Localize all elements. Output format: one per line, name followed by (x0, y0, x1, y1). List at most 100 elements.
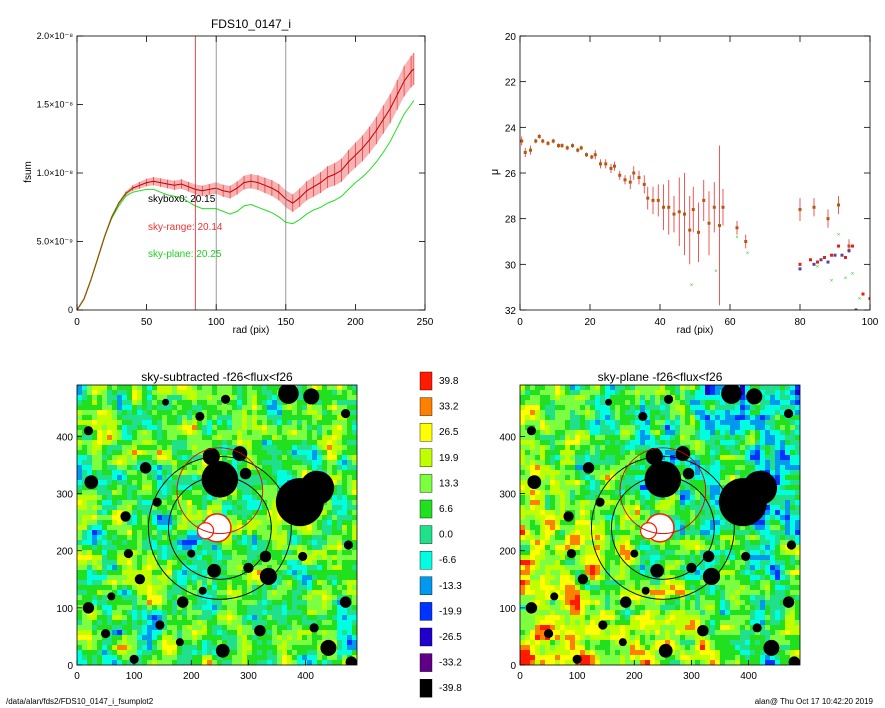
map-cell (152, 635, 158, 641)
map-cell (92, 530, 98, 536)
map-cell (337, 640, 343, 646)
map-cell (117, 605, 123, 611)
map-cell (207, 560, 213, 566)
map-cell (705, 430, 711, 436)
map-cell (107, 495, 113, 501)
map-cell (257, 390, 263, 396)
map-cell (252, 420, 258, 426)
map-cell (337, 535, 343, 541)
map-cell (157, 485, 163, 491)
map-cell (332, 505, 338, 511)
map-cell (675, 385, 681, 391)
map-cell (117, 475, 123, 481)
map-cell (790, 485, 796, 491)
map-cell (660, 420, 666, 426)
map-cell (242, 580, 248, 586)
map-cell (207, 640, 213, 646)
map-cell (142, 615, 148, 621)
map-cell (212, 395, 218, 401)
map-cell (192, 545, 198, 551)
map-cell (137, 515, 143, 521)
map-cell (267, 620, 273, 626)
map-cell (127, 530, 133, 536)
map-cell (560, 505, 566, 511)
map-cell (207, 610, 213, 616)
map-cell (570, 390, 576, 396)
map-cell (560, 515, 566, 521)
map-cell (132, 600, 138, 606)
map-cell (680, 480, 686, 486)
map-cell (775, 495, 781, 501)
map-cell (252, 660, 258, 665)
map-cell (530, 505, 536, 511)
map-cell (192, 565, 198, 571)
map-cell (247, 395, 253, 401)
map-cell (775, 440, 781, 446)
map-cell (790, 435, 796, 441)
y-tick-label: 0 (68, 305, 73, 315)
map-cell (92, 595, 98, 601)
map-cell (222, 630, 228, 636)
map-cell (157, 455, 163, 461)
mu-point (702, 198, 706, 202)
map-cell (540, 430, 546, 436)
map-cell (92, 540, 98, 546)
mu-point-sky-plane: × (858, 297, 862, 303)
map-cell (307, 535, 313, 541)
map-cell (147, 495, 153, 501)
map-cell (152, 505, 158, 511)
map-cell (257, 500, 263, 506)
map-cell (197, 445, 203, 451)
map-cell (342, 385, 348, 391)
map-cell (162, 435, 168, 441)
map-cell (77, 485, 83, 491)
map-cell (302, 415, 308, 421)
map-cell (560, 425, 566, 431)
map-cell (550, 450, 556, 456)
map-cell (142, 525, 148, 531)
map-cell (640, 390, 646, 396)
map-cell (735, 465, 741, 471)
map-cell (112, 610, 118, 616)
map-cell (675, 405, 681, 411)
map-cell (710, 455, 716, 461)
map-cell (685, 415, 691, 421)
map-cell (550, 435, 556, 441)
map-cell (337, 440, 343, 446)
map-cell (82, 635, 88, 641)
colorbar-swatch (419, 653, 433, 672)
map-cell (157, 645, 163, 651)
map-cell (157, 615, 163, 621)
map-cell (232, 420, 238, 426)
map-cell (197, 605, 203, 611)
map-cell (710, 500, 716, 506)
map-cell (272, 640, 278, 646)
map-cell (162, 445, 168, 451)
map-cell (665, 405, 671, 411)
map-cell (575, 415, 581, 421)
map-cell (610, 455, 616, 461)
map-cell (575, 395, 581, 401)
map-cell (232, 410, 238, 416)
map-cell (212, 660, 218, 665)
map-cell (337, 615, 343, 621)
map-cell (775, 485, 781, 491)
map-cell (77, 610, 83, 616)
map-cell (127, 540, 133, 546)
map-cell (545, 485, 551, 491)
map-cell (177, 530, 183, 536)
map-cell (182, 620, 188, 626)
map-cell (352, 595, 357, 601)
map-cell (297, 575, 303, 581)
map-cell (705, 510, 711, 516)
map-cell (82, 455, 88, 461)
map-cell (277, 650, 283, 656)
map-cell (167, 600, 173, 606)
map-cell (187, 640, 193, 646)
map-cell (525, 515, 531, 521)
map-cell (252, 415, 258, 421)
map-cell (92, 400, 98, 406)
map-cell (555, 395, 561, 401)
map-cell (177, 490, 183, 496)
map-cell (137, 410, 143, 416)
